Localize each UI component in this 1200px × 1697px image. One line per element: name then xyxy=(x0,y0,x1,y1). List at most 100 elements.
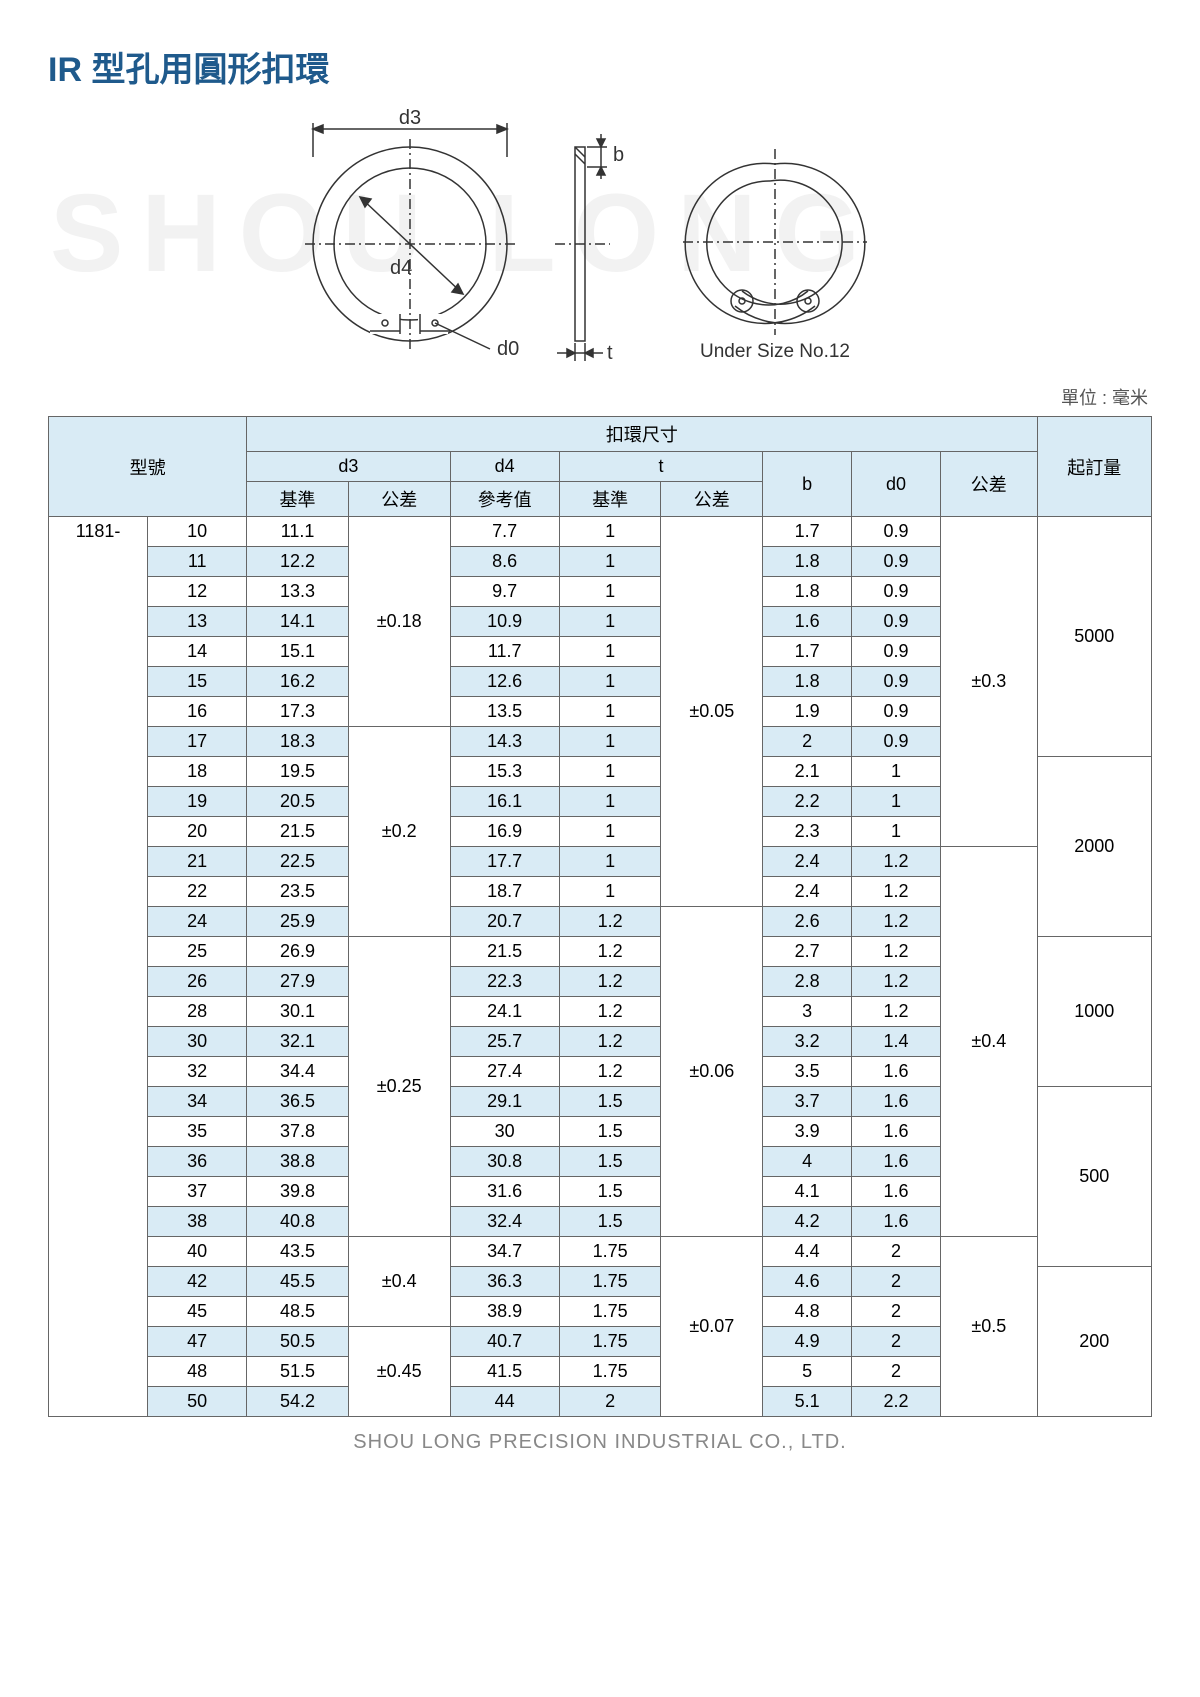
cell-b: 2.4 xyxy=(763,847,852,877)
cell-d4-ref: 16.1 xyxy=(450,787,559,817)
cell-d3-base: 45.5 xyxy=(247,1267,349,1297)
cell-t-base: 1 xyxy=(559,787,661,817)
cell-size: 17 xyxy=(148,727,247,757)
cell-b: 1.6 xyxy=(763,607,852,637)
cell-d3-base: 36.5 xyxy=(247,1087,349,1117)
cell-d4-ref: 25.7 xyxy=(450,1027,559,1057)
cell-d4-ref: 9.7 xyxy=(450,577,559,607)
d3-label: d3 xyxy=(399,109,421,129)
cell-size: 19 xyxy=(148,787,247,817)
cell-size: 38 xyxy=(148,1207,247,1237)
cell-d4-ref: 21.5 xyxy=(450,937,559,967)
cell-d4-ref: 27.4 xyxy=(450,1057,559,1087)
cell-d0: 1 xyxy=(852,787,941,817)
cell-d4-ref: 31.6 xyxy=(450,1177,559,1207)
table-row: 2122.517.712.41.2±0.4 xyxy=(49,847,1152,877)
th-model: 型號 xyxy=(49,417,247,517)
cell-tol: ±0.5 xyxy=(941,1237,1038,1417)
cell-b: 2.3 xyxy=(763,817,852,847)
cell-t-base: 1.2 xyxy=(559,937,661,967)
cell-t-base: 1.75 xyxy=(559,1237,661,1267)
cell-t-tol: ±0.06 xyxy=(661,907,763,1237)
cell-d3-base: 13.3 xyxy=(247,577,349,607)
cell-size: 40 xyxy=(148,1237,247,1267)
cell-t-base: 1 xyxy=(559,607,661,637)
cell-moq: 2000 xyxy=(1037,757,1151,937)
cell-d3-base: 32.1 xyxy=(247,1027,349,1057)
th-tol: 公差 xyxy=(941,452,1038,517)
cell-d3-base: 34.4 xyxy=(247,1057,349,1087)
th-d4: d4 xyxy=(450,452,559,482)
cell-t-base: 1 xyxy=(559,637,661,667)
cell-b: 4.9 xyxy=(763,1327,852,1357)
cell-t-base: 1.2 xyxy=(559,907,661,937)
cell-d0: 0.9 xyxy=(852,577,941,607)
cell-t-base: 1.5 xyxy=(559,1147,661,1177)
cell-d4-ref: 29.1 xyxy=(450,1087,559,1117)
cell-b: 4.1 xyxy=(763,1177,852,1207)
cell-d0: 2 xyxy=(852,1327,941,1357)
cell-d0: 1.6 xyxy=(852,1207,941,1237)
cell-t-base: 2 xyxy=(559,1387,661,1417)
cell-d0: 2 xyxy=(852,1357,941,1387)
cell-tol: ±0.3 xyxy=(941,517,1038,847)
cell-d0: 0.9 xyxy=(852,697,941,727)
technical-diagram: d3 d4 xyxy=(48,109,1152,374)
cell-d4-ref: 18.7 xyxy=(450,877,559,907)
cell-d3-base: 22.5 xyxy=(247,847,349,877)
cell-b: 1.8 xyxy=(763,667,852,697)
cell-size: 32 xyxy=(148,1057,247,1087)
cell-d0: 1.4 xyxy=(852,1027,941,1057)
cell-d0: 1.6 xyxy=(852,1177,941,1207)
cell-d3-base: 26.9 xyxy=(247,937,349,967)
t-label: t xyxy=(607,342,613,364)
cell-d3-base: 37.8 xyxy=(247,1117,349,1147)
cell-b: 4 xyxy=(763,1147,852,1177)
cell-d4-ref: 40.7 xyxy=(450,1327,559,1357)
cell-d4-ref: 20.7 xyxy=(450,907,559,937)
cell-b: 2.8 xyxy=(763,967,852,997)
cell-t-tol: ±0.07 xyxy=(661,1237,763,1417)
cell-d4-ref: 15.3 xyxy=(450,757,559,787)
th-t-base: 基準 xyxy=(559,482,661,517)
cell-d0: 0.9 xyxy=(852,547,941,577)
cell-d4-ref: 34.7 xyxy=(450,1237,559,1267)
cell-d3-base: 18.3 xyxy=(247,727,349,757)
cell-t-base: 1.75 xyxy=(559,1297,661,1327)
th-moq: 起訂量 xyxy=(1037,417,1151,517)
cell-b: 3 xyxy=(763,997,852,1027)
b-label: b xyxy=(613,144,624,166)
cell-d0: 0.9 xyxy=(852,637,941,667)
cell-d0: 2 xyxy=(852,1267,941,1297)
cell-t-base: 1 xyxy=(559,817,661,847)
cell-size: 47 xyxy=(148,1327,247,1357)
cell-t-base: 1 xyxy=(559,757,661,787)
cell-d4-ref: 36.3 xyxy=(450,1267,559,1297)
cell-size: 35 xyxy=(148,1117,247,1147)
cell-size: 50 xyxy=(148,1387,247,1417)
cell-t-base: 1.75 xyxy=(559,1267,661,1297)
cell-t-base: 1.75 xyxy=(559,1327,661,1357)
cell-t-base: 1 xyxy=(559,877,661,907)
cell-size: 14 xyxy=(148,637,247,667)
cell-d0: 1 xyxy=(852,757,941,787)
cell-t-base: 1 xyxy=(559,847,661,877)
cell-b: 1.7 xyxy=(763,517,852,547)
cell-d0: 0.9 xyxy=(852,667,941,697)
cell-b: 1.7 xyxy=(763,637,852,667)
cell-size: 48 xyxy=(148,1357,247,1387)
unit-label: 單位 : 毫米 xyxy=(48,384,1148,410)
th-t-tol: 公差 xyxy=(661,482,763,517)
cell-d3-tol: ±0.45 xyxy=(348,1327,450,1417)
cell-b: 3.5 xyxy=(763,1057,852,1087)
cell-d0: 1.6 xyxy=(852,1117,941,1147)
th-d3-base: 基準 xyxy=(247,482,349,517)
cell-d3-base: 40.8 xyxy=(247,1207,349,1237)
cell-t-base: 1 xyxy=(559,667,661,697)
cell-d0: 2 xyxy=(852,1297,941,1327)
cell-d4-ref: 30 xyxy=(450,1117,559,1147)
cell-size: 15 xyxy=(148,667,247,697)
footer-text: SHOU LONG PRECISION INDUSTRIAL CO., LTD. xyxy=(48,1431,1152,1454)
cell-t-base: 1 xyxy=(559,577,661,607)
cell-b: 3.2 xyxy=(763,1027,852,1057)
